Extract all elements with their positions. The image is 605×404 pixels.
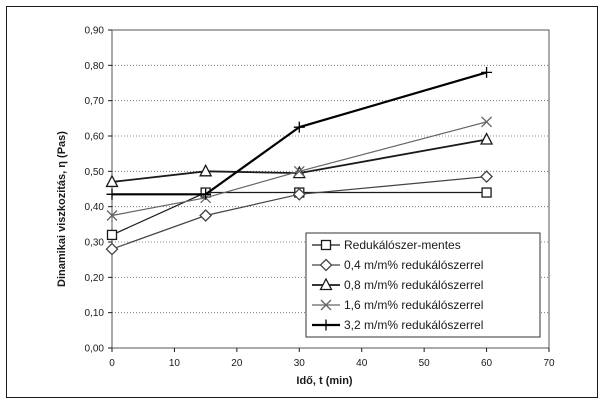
data-point — [106, 210, 118, 221]
data-point — [481, 116, 493, 128]
x-tick-label: 0 — [109, 358, 115, 369]
data-point — [481, 187, 492, 198]
legend-label: 3,2 m/m% redukálószerrel — [344, 318, 483, 332]
y-tick-label: 0,10 — [85, 308, 105, 319]
y-tick-label: 0,40 — [85, 202, 105, 213]
data-point — [199, 209, 213, 222]
legend-label: Redukálószer-mentes — [344, 238, 461, 252]
data-point — [199, 163, 213, 177]
series-line — [112, 71, 487, 196]
data-point — [200, 188, 212, 200]
x-tick-label: 30 — [294, 358, 306, 369]
gridlines — [112, 64, 549, 314]
x-tick-label: 60 — [481, 358, 493, 369]
series-line — [111, 138, 487, 183]
data-point — [481, 66, 493, 78]
x-tick-label: 70 — [543, 358, 555, 369]
data-point — [320, 239, 332, 251]
y-tick-label: 0,60 — [85, 132, 105, 143]
series-line — [111, 121, 487, 217]
data-point — [293, 165, 305, 177]
y-tick-label: 0,50 — [85, 167, 105, 178]
series-line — [111, 176, 487, 250]
series-5 — [106, 66, 493, 200]
legend-item: 3,2 m/m% redukálószerrel — [312, 318, 483, 332]
data-point — [480, 170, 493, 184]
legend-item: 1,6 m/m% redukálószerrel — [312, 298, 483, 312]
y-tick-label: 0,90 — [85, 26, 105, 37]
y-tick-label: 0,70 — [85, 96, 105, 107]
tick-labels: 0,00 0,10 0,20 0,30 0,40 0,50 0,60 0,70 0,80 0,90… — [85, 26, 555, 370]
x-tick-label: 50 — [419, 358, 431, 369]
legend-item: 0,4 m/m% redukálószerrel — [312, 258, 483, 272]
data-point — [106, 229, 118, 241]
x-axis-title: Idő, t (min) — [296, 375, 353, 387]
x-tick-label: 40 — [356, 358, 368, 369]
data-point — [106, 188, 118, 200]
legend-item: 0,8 m/m% redukálószerrel — [312, 277, 483, 292]
data-point — [105, 242, 119, 256]
y-tick-label: 0,20 — [85, 273, 105, 284]
data-point — [320, 319, 332, 331]
data-point — [293, 121, 305, 133]
legend-label: 0,4 m/m% redukálószerrel — [344, 258, 483, 272]
legend-item: Redukálószer-mentes — [312, 238, 461, 252]
legend-label: 0,8 m/m% redukálószerrel — [344, 278, 483, 292]
legend-box — [305, 232, 541, 338]
y-axis-title: Dinamikai viszkozitás, η (Pas) — [56, 131, 68, 287]
data-point — [320, 299, 332, 311]
series-2 — [105, 170, 493, 256]
legend-label: 1,6 m/m% redukálószerrel — [344, 298, 483, 312]
x-tick-label: 10 — [169, 358, 181, 369]
data-point — [319, 258, 333, 272]
y-tick-label: 0,80 — [85, 61, 105, 72]
data-point — [292, 187, 306, 201]
axes — [108, 29, 550, 352]
legend: Redukálószer-mentes 0,4 m/m% redukálószer… — [305, 232, 541, 338]
data-point — [479, 132, 494, 145]
series-layer — [105, 66, 494, 256]
y-tick-label: 0,30 — [85, 238, 105, 249]
x-tick-label: 20 — [231, 358, 243, 369]
data-point — [319, 277, 333, 291]
series-line — [111, 191, 487, 236]
data-point — [105, 174, 119, 188]
y-tick-label: 0,00 — [85, 344, 105, 355]
